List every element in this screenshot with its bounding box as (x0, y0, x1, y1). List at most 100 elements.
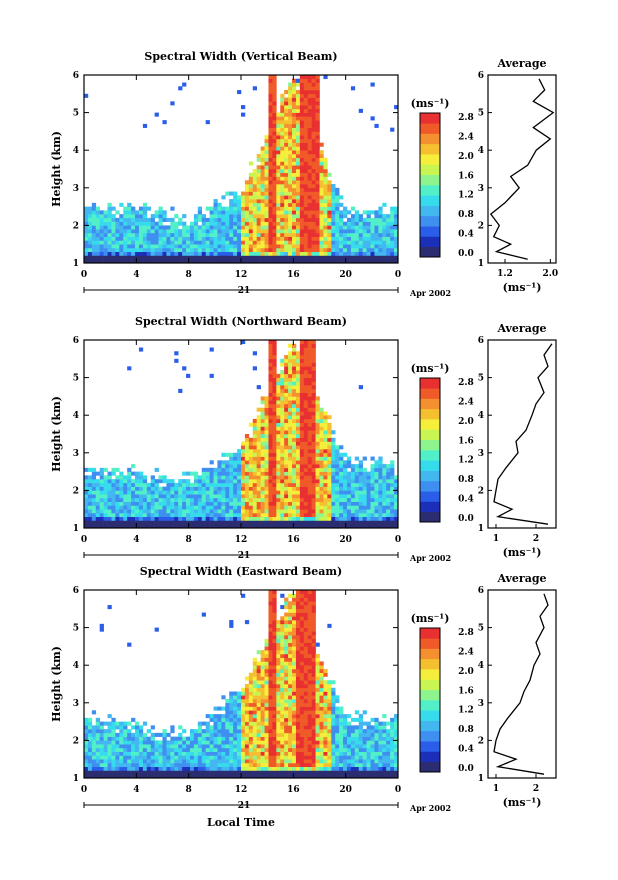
heatmap-cell (159, 233, 163, 237)
heatmap-cell (217, 487, 221, 491)
heatmap-cell (284, 146, 288, 150)
heatmap-cell (229, 718, 233, 722)
heatmap-cell (272, 143, 276, 147)
heatmap-cell (292, 408, 296, 412)
heatmap-cell (284, 658, 288, 662)
heatmap-cell (300, 688, 304, 692)
heatmap-cell (225, 460, 229, 464)
heatmap-cell (182, 366, 186, 370)
heatmap-cell (276, 744, 280, 748)
heatmap-cell (268, 400, 272, 404)
heatmap-cell (257, 770, 261, 774)
heatmap-cell (194, 472, 198, 476)
heatmap-cell (178, 755, 182, 759)
heatmap-cell (323, 180, 327, 184)
heatmap-cell (229, 490, 233, 494)
heatmap-cell (186, 755, 190, 759)
heatmap-cell (96, 748, 100, 752)
heatmap-cell (359, 468, 363, 472)
heatmap-cell (296, 763, 300, 767)
heatmap-cell (261, 430, 265, 434)
heatmap-cell (249, 423, 253, 427)
heatmap-cell (123, 763, 127, 767)
heatmap-cell (217, 203, 221, 207)
heatmap-cell (186, 509, 190, 513)
heatmap-cell (233, 229, 237, 233)
heatmap-cell (371, 517, 375, 521)
heatmap-cell (123, 244, 127, 248)
heatmap-cell (268, 363, 272, 367)
heatmap-cell (312, 370, 316, 374)
heatmap-cell (166, 759, 170, 763)
heatmap-cell (186, 229, 190, 233)
heatmap-cell (206, 752, 210, 756)
heatmap-cell (316, 154, 320, 158)
heatmap-cell (288, 646, 292, 650)
heatmap-cell (363, 520, 367, 524)
heatmap-cell (100, 725, 104, 729)
heatmap-cell (229, 755, 233, 759)
heatmap-cell (241, 229, 245, 233)
heatmap-cell (300, 453, 304, 457)
heatmap-cell (316, 396, 320, 400)
heatmap-cell (312, 366, 316, 370)
heatmap-cell (363, 487, 367, 491)
heatmap-cell (300, 184, 304, 188)
heatmap-cell (268, 139, 272, 143)
heatmap-cell (280, 513, 284, 517)
heatmap-cell (272, 233, 276, 237)
heatmap-cell (119, 755, 123, 759)
heatmap-cell (123, 225, 127, 229)
date-day-label: 21 (238, 551, 251, 561)
heatmap-cell (343, 505, 347, 509)
heatmap-cell (265, 225, 269, 229)
heatmap-cell (288, 616, 292, 620)
heatmap-cell (276, 665, 280, 669)
heatmap-cell (202, 255, 206, 259)
heatmap-cell (265, 177, 269, 181)
heatmap-cell (284, 513, 288, 517)
heatmap-cell (272, 109, 276, 113)
heatmap-cell (96, 517, 100, 521)
heatmap-cell (170, 755, 174, 759)
heatmap-cell (84, 718, 88, 722)
heatmap-cell (265, 411, 269, 415)
heatmap-cell (104, 244, 108, 248)
heatmap-cell (284, 430, 288, 434)
heatmap-cell (202, 487, 206, 491)
heatmap-cell (308, 207, 312, 211)
heatmap-cell (316, 464, 320, 468)
heatmap-cell (292, 650, 296, 654)
heatmap-cell (323, 494, 327, 498)
heatmap-cell (296, 177, 300, 181)
heatmap-cell (151, 752, 155, 756)
heatmap-cell (166, 494, 170, 498)
heatmap-cell (229, 710, 233, 714)
heatmap-cell (300, 400, 304, 404)
heatmap-cell (292, 351, 296, 355)
heatmap-cell (166, 237, 170, 241)
heatmap-cell (292, 513, 296, 517)
heatmap-cell (378, 494, 382, 498)
heatmap-cell (272, 139, 276, 143)
heatmap-cell (241, 195, 245, 199)
heatmap-cell (182, 83, 186, 87)
colorbar-tick-label: 1.2 (458, 456, 474, 466)
heatmap-cell (210, 240, 214, 244)
heatmap-cell (253, 661, 257, 665)
heatmap-cell (339, 502, 343, 506)
heatmap-cell (214, 770, 218, 774)
heatmap-cell (284, 744, 288, 748)
heatmap-cell (280, 222, 284, 226)
heatmap-cell (84, 237, 88, 241)
colorbar-swatch (420, 471, 440, 482)
heatmap-cell (143, 490, 147, 494)
heatmap-cell (108, 520, 112, 524)
heatmap-cell (288, 464, 292, 468)
heatmap-cell (92, 755, 96, 759)
heatmap-cell (280, 207, 284, 211)
heatmap-cell (347, 517, 351, 521)
heatmap-cell (288, 109, 292, 113)
heatmap-cell (292, 161, 296, 165)
heatmap-cell (261, 460, 265, 464)
